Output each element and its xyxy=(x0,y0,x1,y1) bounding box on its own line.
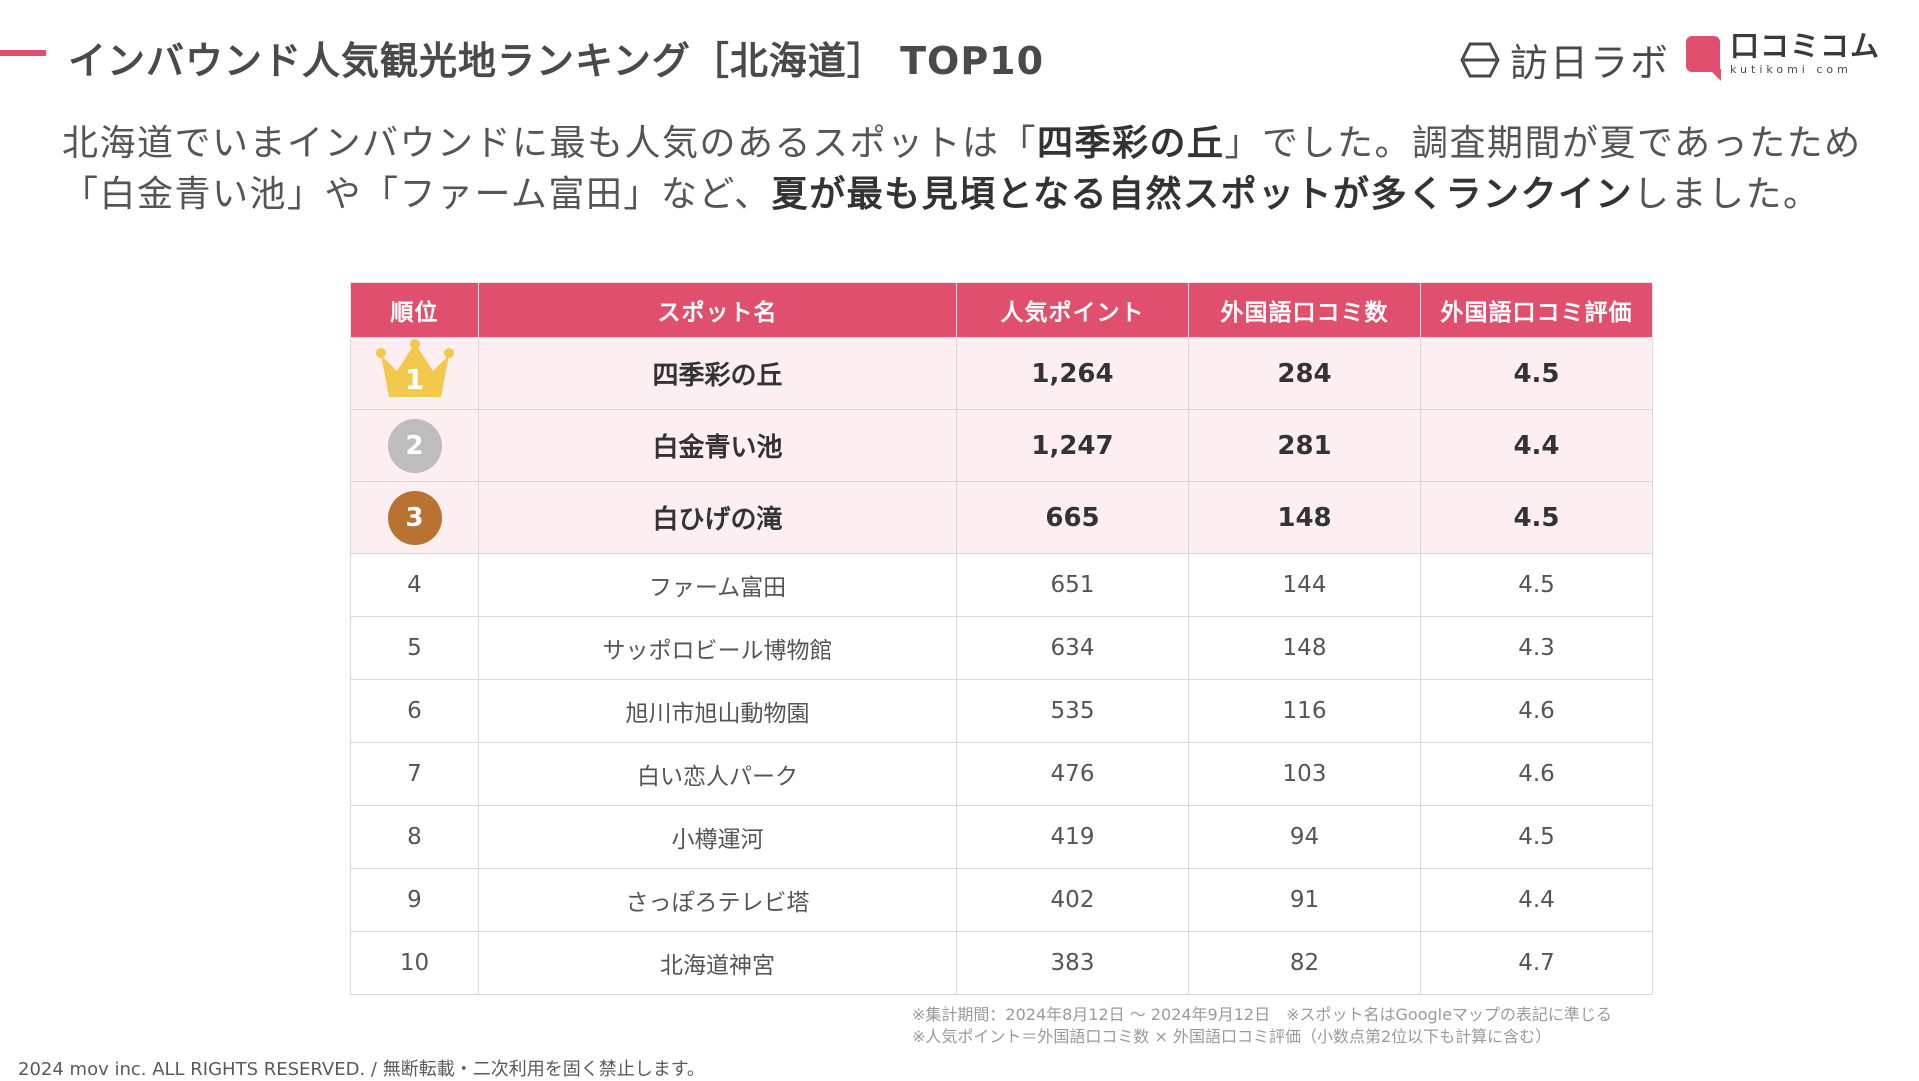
copyright-footer: 2024 mov inc. ALL RIGHTS RESERVED. / 無断転… xyxy=(18,1059,705,1080)
rating-cell: 4.6 xyxy=(1420,742,1653,806)
rank-cell: 6 xyxy=(350,679,479,743)
rank-number: 1 xyxy=(404,363,425,396)
review-count-cell: 148 xyxy=(1188,616,1421,680)
rank-cell: 2 xyxy=(350,409,479,482)
table-header-row: 順位 スポット名 人気ポイント 外国語口コミ数 外国語口コミ評価 xyxy=(350,282,1653,338)
header-review-count: 外国語口コミ数 xyxy=(1188,282,1421,338)
spot-name-cell: ファーム富田 xyxy=(478,553,957,617)
header-review-rating: 外国語口コミ評価 xyxy=(1420,282,1653,338)
table-row: 6 旭川市旭山動物園 535 116 4.6 xyxy=(350,679,1653,743)
spot-name-cell: 旭川市旭山動物園 xyxy=(478,679,957,743)
header-spot-name: スポット名 xyxy=(478,282,957,338)
review-count-cell: 144 xyxy=(1188,553,1421,617)
page-title: インバウンド人気観光地ランキング［北海道］ TOP10 xyxy=(68,39,1045,83)
intro-text-2: 」でした。調査期間が夏であったため「白金青い池」や「ファーム富田」など、 xyxy=(62,123,1862,215)
spot-name-cell: 白ひげの滝 xyxy=(478,481,957,554)
rank-cell: 3 xyxy=(350,481,479,554)
hexagon-logo-icon xyxy=(1460,42,1500,77)
points-cell: 383 xyxy=(956,931,1189,995)
table-row: 5 サッポロビール博物館 634 148 4.3 xyxy=(350,616,1653,680)
points-cell: 634 xyxy=(956,616,1189,680)
bronze-medal-icon: 3 xyxy=(387,490,442,545)
spot-name-cell: 北海道神宮 xyxy=(478,931,957,995)
title-accent-bar xyxy=(0,50,46,56)
review-count-cell: 116 xyxy=(1188,679,1421,743)
rank-cell: 4 xyxy=(350,553,479,617)
footnotes: ※集計期間：2024年8月12日 〜 2024年9月12日 ※スポット名はGoo… xyxy=(912,1004,1612,1048)
silver-medal-icon: 2 xyxy=(387,418,442,473)
houn-lab-logo: 訪日ラボ xyxy=(1460,32,1670,87)
review-count-cell: 94 xyxy=(1188,805,1421,869)
review-count-cell: 148 xyxy=(1188,481,1421,554)
kutikomi-sub-label: kutikomi com xyxy=(1730,63,1852,76)
kutikomi-label: 口コミコム xyxy=(1730,29,1881,63)
intro-text-1: 北海道でいまインバウンドに最も人気のあるスポットは「 xyxy=(62,123,1038,164)
points-cell: 535 xyxy=(956,679,1189,743)
rank-cell: 7 xyxy=(350,742,479,806)
review-count-cell: 103 xyxy=(1188,742,1421,806)
footnote-period: ※集計期間：2024年8月12日 〜 2024年9月12日 ※スポット名はGoo… xyxy=(912,1005,1612,1024)
header-rank: 順位 xyxy=(350,282,479,338)
spot-name-cell: 白い恋人パーク xyxy=(478,742,957,806)
speech-bubble-icon xyxy=(1686,35,1721,81)
rank-cell: 10 xyxy=(350,931,479,995)
rating-cell: 4.5 xyxy=(1420,805,1653,869)
table-row: 2 白金青い池 1,247 281 4.4 xyxy=(350,409,1653,482)
spot-name-cell: 小樽運河 xyxy=(478,805,957,869)
intro-text-3: しました。 xyxy=(1633,174,1821,215)
table-row: 9 さっぽろテレビ塔 402 91 4.4 xyxy=(350,868,1653,932)
rank-cell: 8 xyxy=(350,805,479,869)
ranking-table: 順位 スポット名 人気ポイント 外国語口コミ数 外国語口コミ評価 1 四季彩 xyxy=(350,282,1653,995)
points-cell: 476 xyxy=(956,742,1189,806)
intro-strong-1: 四季彩の丘 xyxy=(1037,123,1225,164)
review-count-cell: 281 xyxy=(1188,409,1421,482)
table-row: 8 小樽運河 419 94 4.5 xyxy=(350,805,1653,869)
points-cell: 1,264 xyxy=(956,337,1189,410)
review-count-cell: 284 xyxy=(1188,337,1421,410)
rank-cell: 5 xyxy=(350,616,479,680)
rating-cell: 4.5 xyxy=(1420,553,1653,617)
spot-name-cell: さっぽろテレビ塔 xyxy=(478,868,957,932)
rating-cell: 4.4 xyxy=(1420,868,1653,932)
points-cell: 402 xyxy=(956,868,1189,932)
houn-lab-label: 訪日ラボ xyxy=(1510,41,1671,85)
rating-cell: 4.6 xyxy=(1420,679,1653,743)
footnote-formula: ※人気ポイント＝外国語口コミ数 × 外国語口コミ評価（小数点第2位以下も計算に含… xyxy=(912,1027,1552,1046)
intro-strong-2: 夏が最も見頃となる自然スポットが多くランクイン xyxy=(771,174,1634,215)
table-row: 4 ファーム富田 651 144 4.5 xyxy=(350,553,1653,617)
points-cell: 651 xyxy=(956,553,1189,617)
intro-paragraph: 北海道でいまインバウンドに最も人気のあるスポットは「四季彩の丘」でした。調査期間… xyxy=(62,118,1882,220)
rating-cell: 4.3 xyxy=(1420,616,1653,680)
kutikomi-com-logo: 口コミコム kutikomi com xyxy=(1686,29,1881,81)
spot-name-cell: サッポロビール博物館 xyxy=(478,616,957,680)
header-points: 人気ポイント xyxy=(956,282,1189,338)
points-cell: 1,247 xyxy=(956,409,1189,482)
rating-cell: 4.7 xyxy=(1420,931,1653,995)
rank-cell: 9 xyxy=(350,868,479,932)
spot-name-cell: 四季彩の丘 xyxy=(478,337,957,410)
crown-icon: 1 xyxy=(375,339,455,401)
rating-cell: 4.4 xyxy=(1420,409,1653,482)
table-row: 7 白い恋人パーク 476 103 4.6 xyxy=(350,742,1653,806)
rating-cell: 4.5 xyxy=(1420,481,1653,554)
rank-cell: 1 xyxy=(350,337,479,410)
table-row: 1 四季彩の丘 1,264 284 4.5 xyxy=(350,337,1653,410)
review-count-cell: 82 xyxy=(1188,931,1421,995)
spot-name-cell: 白金青い池 xyxy=(478,409,957,482)
table-row: 3 白ひげの滝 665 148 4.5 xyxy=(350,481,1653,554)
rating-cell: 4.5 xyxy=(1420,337,1653,410)
review-count-cell: 91 xyxy=(1188,868,1421,932)
points-cell: 665 xyxy=(956,481,1189,554)
table-row: 10 北海道神宮 383 82 4.7 xyxy=(350,931,1653,995)
points-cell: 419 xyxy=(956,805,1189,869)
